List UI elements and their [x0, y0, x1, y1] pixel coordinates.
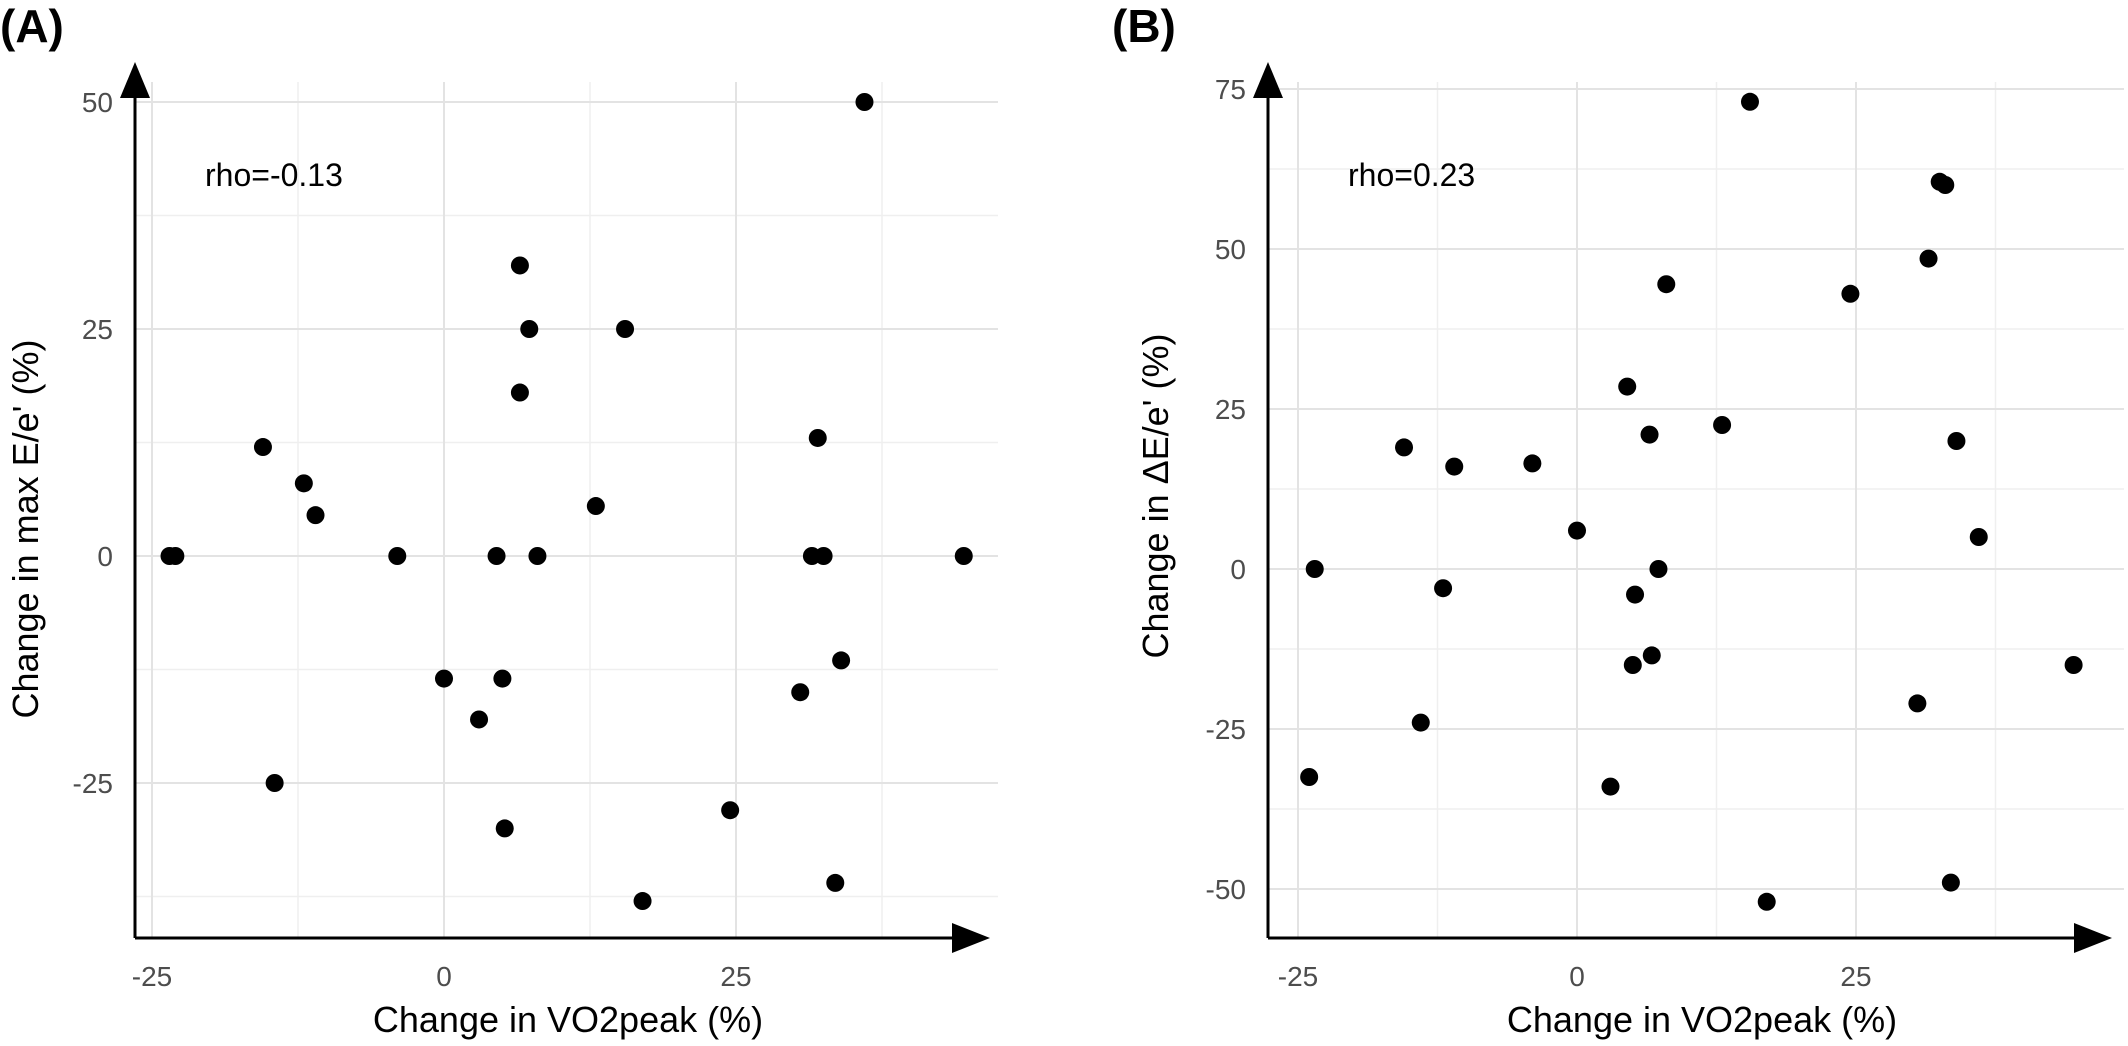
data-point — [1445, 457, 1464, 476]
data-point — [1713, 416, 1732, 434]
panel-a-axes — [120, 62, 990, 953]
panel-a-y-axis-title: Change in max E/e' (%) — [5, 339, 46, 718]
data-point — [814, 547, 833, 565]
panel-b-axes — [1253, 62, 2112, 953]
y-tick-label: 50 — [82, 87, 113, 118]
data-point — [253, 438, 272, 457]
data-point — [616, 320, 635, 338]
y-axis-arrowhead — [1253, 62, 1283, 98]
data-point — [528, 547, 547, 565]
y-axis-arrowhead — [120, 62, 150, 98]
y-tick-label: 25 — [82, 314, 113, 345]
data-point — [721, 801, 740, 820]
y-tick-label: 0 — [97, 541, 113, 572]
y-tick-label: 0 — [1230, 554, 1246, 585]
panel-b-points — [1300, 92, 2083, 911]
data-point — [586, 497, 605, 516]
data-point — [1640, 425, 1659, 444]
data-point — [832, 651, 851, 670]
data-point — [495, 819, 514, 838]
data-point — [487, 547, 506, 565]
y-tick-label: -25 — [1206, 714, 1246, 745]
data-point — [855, 93, 874, 111]
y-tick-label: 25 — [1215, 394, 1246, 425]
y-tick-label: 75 — [1215, 74, 1246, 105]
data-point — [1936, 176, 1955, 194]
data-point — [1642, 646, 1661, 665]
panel-b: -25 0 25 -50 -25 0 25 50 75 (B) rho=0.23 Change … — [1112, 0, 2124, 1040]
data-point — [1623, 656, 1642, 674]
data-point — [1740, 92, 1759, 111]
data-point — [265, 774, 284, 792]
data-point — [1395, 438, 1414, 457]
data-point — [1908, 694, 1927, 713]
panel-b-y-axis-title: Change in ΔE/e' (%) — [1135, 333, 1176, 658]
data-point — [1523, 454, 1542, 473]
data-point — [470, 710, 489, 729]
data-point — [294, 474, 313, 493]
data-point — [1300, 768, 1319, 786]
panel-a-rho-annotation: rho=-0.13 — [205, 157, 343, 193]
data-point — [306, 506, 325, 525]
data-point — [510, 256, 529, 275]
x-tick-label: 0 — [436, 961, 452, 992]
y-tick-label: 50 — [1215, 234, 1246, 265]
panel-b-x-axis-title: Change in VO2peak (%) — [1507, 999, 1897, 1040]
data-point — [1601, 777, 1620, 796]
data-point — [1305, 560, 1324, 578]
x-tick-label: 25 — [720, 961, 751, 992]
panel-a-label: (A) — [0, 0, 64, 52]
data-point — [388, 547, 407, 565]
data-point — [1411, 713, 1430, 732]
data-point — [1841, 284, 1860, 303]
data-point — [1919, 249, 1938, 268]
x-tick-label: 0 — [1569, 961, 1585, 992]
data-point — [166, 547, 185, 565]
data-point — [1626, 585, 1645, 604]
panel-a: -25 0 25 -25 0 25 50 (A) rho=-0.13 Change in V… — [0, 0, 998, 1040]
data-point — [954, 547, 973, 565]
data-point — [1969, 528, 1988, 546]
data-point — [1941, 873, 1960, 892]
data-point — [1568, 521, 1586, 540]
x-axis-arrowhead — [2074, 923, 2112, 953]
data-point — [520, 320, 539, 338]
panel-b-label: (B) — [1112, 0, 1176, 52]
data-point — [1757, 892, 1776, 911]
y-tick-label: -50 — [1206, 874, 1246, 905]
data-point — [493, 669, 512, 688]
panel-a-points — [160, 93, 973, 911]
x-axis-arrowhead — [952, 923, 990, 953]
data-point — [1947, 432, 1966, 450]
data-point — [1649, 560, 1668, 578]
data-point — [510, 383, 529, 402]
data-point — [1618, 377, 1637, 396]
y-tick-label: -25 — [73, 768, 113, 799]
data-point — [435, 669, 453, 688]
panel-a-x-axis-title: Change in VO2peak (%) — [373, 999, 763, 1040]
data-point — [633, 892, 652, 911]
panel-b-grid — [1268, 82, 2124, 938]
data-point — [1657, 275, 1676, 294]
x-tick-label: -25 — [132, 961, 172, 992]
data-point — [791, 683, 810, 702]
data-point — [2064, 656, 2083, 674]
data-point — [826, 873, 845, 892]
data-point — [808, 428, 827, 447]
panel-a-tick-labels: -25 0 25 -25 0 25 50 — [73, 87, 752, 992]
panel-b-tick-labels: -25 0 25 -50 -25 0 25 50 75 — [1206, 74, 1872, 992]
data-point — [1434, 579, 1453, 598]
panel-a-grid — [135, 82, 998, 938]
panel-b-rho-annotation: rho=0.23 — [1348, 157, 1475, 193]
x-tick-label: 25 — [1840, 961, 1871, 992]
x-tick-label: -25 — [1278, 961, 1318, 992]
